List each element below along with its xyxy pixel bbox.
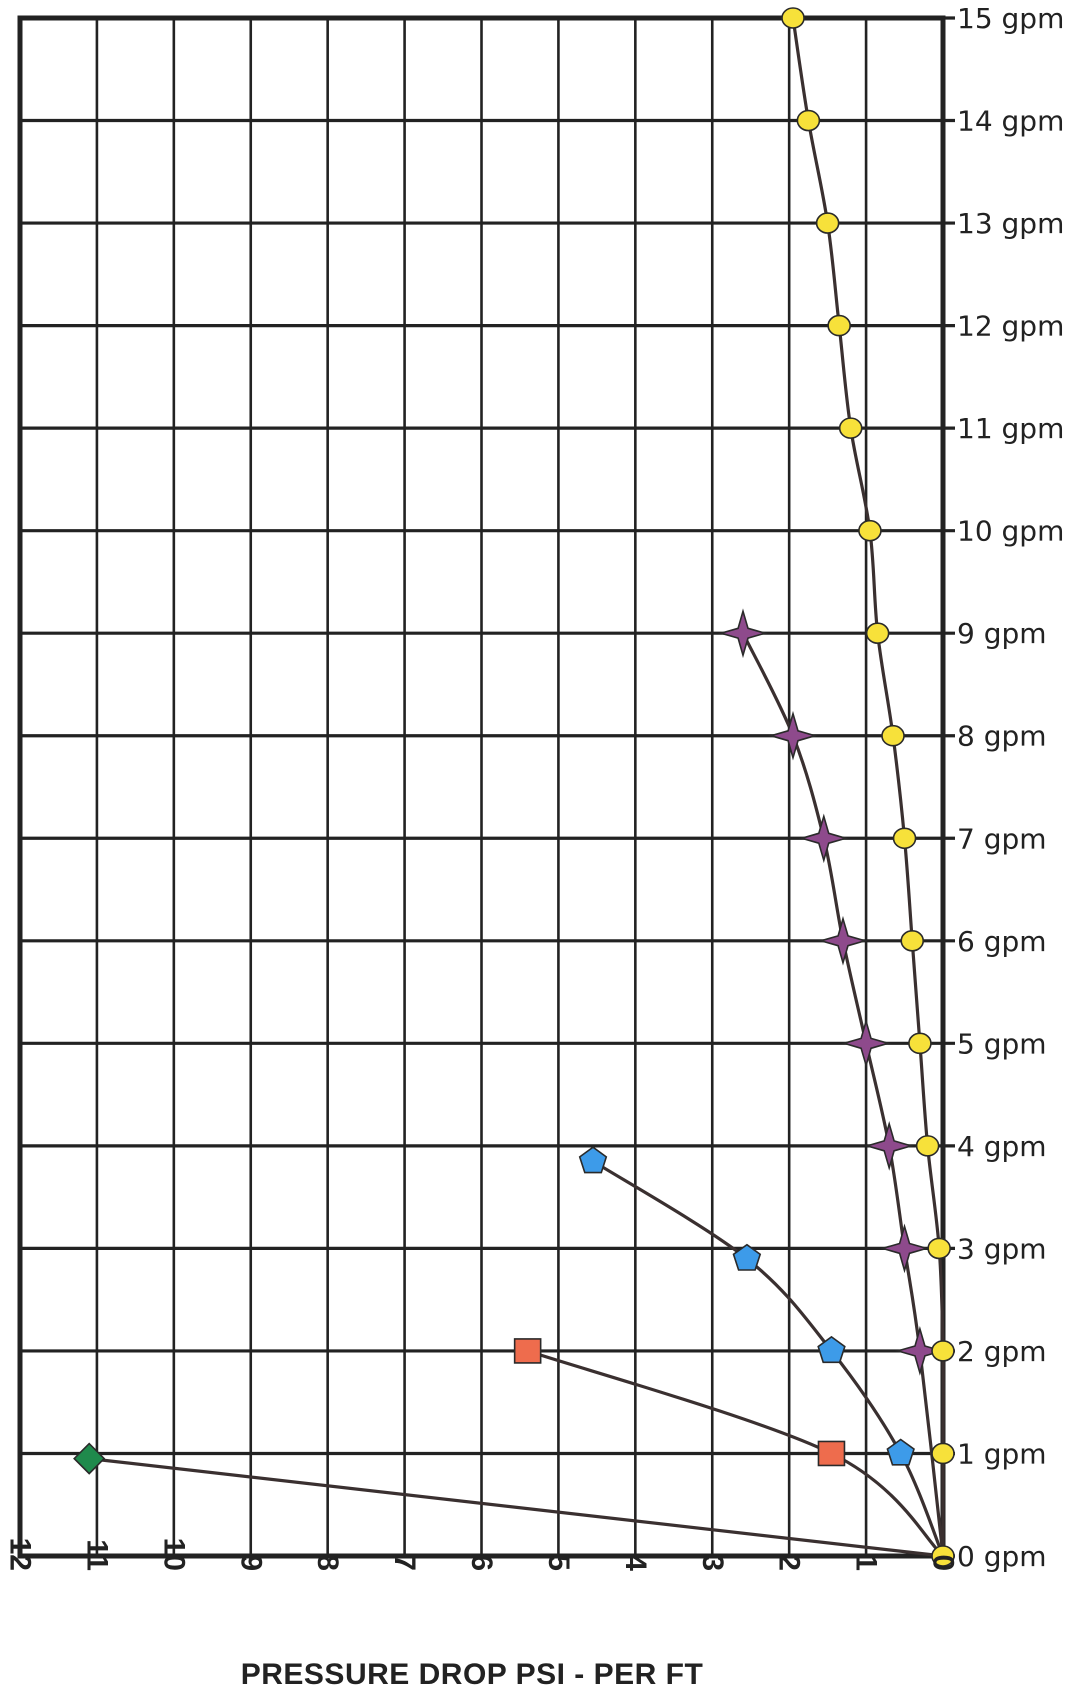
data-point-circle: [858, 519, 882, 542]
y-tick-label: 5 gpm: [957, 1027, 1047, 1060]
y-tick-label: 4 gpm: [957, 1130, 1047, 1163]
data-point-star: [864, 1121, 915, 1171]
data-point-circle: [931, 1545, 955, 1567]
data-point-circle: [838, 417, 863, 439]
series-markers: [73, 7, 955, 1567]
data-point-circle: [865, 622, 890, 645]
data-point-pentagon: [817, 1335, 846, 1364]
y-tick-label: 12 gpm: [957, 310, 1064, 343]
x-tick-label: 10: [157, 1538, 190, 1571]
data-point-star: [798, 813, 849, 864]
grid: [18, 16, 955, 1558]
series-line-circle: [791, 17, 945, 1557]
data-point-square: [513, 1338, 542, 1364]
data-point-star: [718, 608, 768, 659]
y-tick-label: 14 gpm: [957, 105, 1064, 138]
data-point-circle: [915, 1135, 940, 1157]
y-tick-label: 15 gpm: [957, 2, 1064, 35]
data-point-circle: [815, 212, 840, 234]
data-point-star: [818, 915, 868, 966]
data-point-circle: [927, 1237, 951, 1260]
x-tick-label: 6: [465, 1554, 498, 1571]
y-tick-label: 2 gpm: [957, 1335, 1047, 1368]
x-tick-label: 11: [80, 1539, 113, 1571]
y-tick-label: 7 gpm: [957, 822, 1047, 855]
x-tick-label: 8: [311, 1554, 344, 1571]
data-point-star: [879, 1223, 930, 1274]
data-point-star: [768, 710, 818, 761]
data-point-circle: [796, 109, 821, 132]
x-tick-label: 1: [850, 1554, 883, 1571]
series-line-star: [741, 632, 945, 1557]
y-tick-label: 3 gpm: [957, 1232, 1047, 1265]
x-tick-label: 9: [234, 1554, 267, 1571]
data-point-circle: [900, 929, 925, 952]
y-tick-label: 11 gpm: [957, 412, 1064, 445]
data-point-star: [895, 1326, 945, 1376]
data-point-circle: [908, 1032, 932, 1055]
data-point-circle: [892, 827, 917, 850]
series-line-square: [527, 1349, 945, 1558]
series-lines: [89, 17, 945, 1558]
y-tick-label: 9 gpm: [957, 617, 1047, 650]
plot-frame: [17, 15, 946, 1559]
y-tick-label: 6 gpm: [957, 925, 1047, 958]
data-point-circle: [827, 314, 851, 337]
data-point-circle: [931, 1442, 955, 1465]
x-axis-title: PRESSURE DROP PSI - PER FT: [241, 1658, 704, 1691]
y-tick-label: 13 gpm: [957, 207, 1064, 240]
y-tick-label: 1 gpm: [957, 1437, 1047, 1470]
series-line-diamond: [89, 1457, 944, 1558]
data-point-pentagon: [732, 1243, 762, 1271]
y-tick-label: 10 gpm: [957, 515, 1064, 548]
data-point-circle: [881, 724, 905, 747]
y-tick-labels: 0 gpm 1 gpm 2 gpm 3 gpm 4 gpm 5 gpm 6 gpm 7 gpm…: [957, 2, 1064, 1573]
data-point-square: [817, 1440, 846, 1467]
data-point-star: [841, 1018, 891, 1069]
y-tick-label: 8 gpm: [957, 720, 1047, 753]
data-point-circle: [781, 7, 805, 29]
data-point-pentagon: [886, 1438, 915, 1466]
x-tick-label: 4: [619, 1554, 652, 1571]
data-point-diamond: [73, 1442, 106, 1475]
x-tick-label: 0: [927, 1554, 960, 1571]
x-tick-label: 7: [388, 1554, 421, 1571]
data-point-circle: [931, 1340, 955, 1362]
x-tick-label: 3: [696, 1554, 729, 1571]
x-tick-label: 12: [4, 1538, 37, 1571]
y-tick-label: 0 gpm: [957, 1540, 1047, 1573]
data-point-pentagon: [578, 1146, 608, 1174]
x-tick-label: 2: [773, 1554, 806, 1571]
x-tick-label: 5: [542, 1554, 575, 1571]
